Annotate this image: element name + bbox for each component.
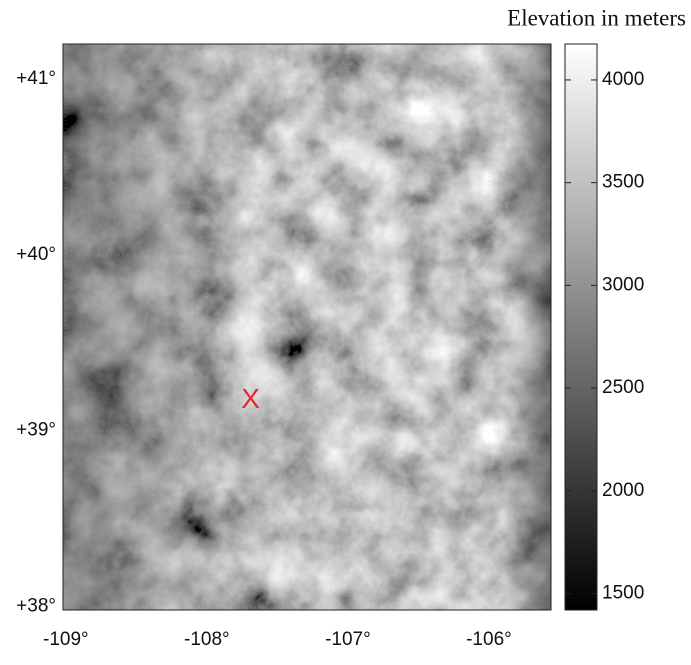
y-tick-label: +38° (16, 596, 56, 617)
colorbar-tick-label: 3500 (602, 172, 644, 193)
colorbar-tick-label: 4000 (602, 69, 644, 90)
elevation-shading (63, 44, 551, 610)
colorbar-tick-label: 2000 (602, 480, 644, 501)
x-tick-label: -108° (184, 629, 230, 650)
map-frame (62, 43, 552, 611)
y-tick-label: +39° (16, 420, 56, 441)
location-marker: X (241, 383, 260, 414)
y-tick-label: +41° (16, 68, 56, 89)
colorbar-title: Elevation in meters (507, 5, 686, 30)
colorbar-tick-label: 2500 (602, 377, 644, 398)
x-tick-label: -107° (325, 629, 371, 650)
colorbar-tick-label: 1500 (602, 583, 644, 604)
x-tick-label: -109° (43, 629, 89, 650)
colorbar (564, 43, 598, 611)
colorbar-tick-label: 3000 (602, 274, 644, 295)
y-tick-label: +40° (16, 244, 56, 265)
x-tick-label: -106° (466, 629, 512, 650)
